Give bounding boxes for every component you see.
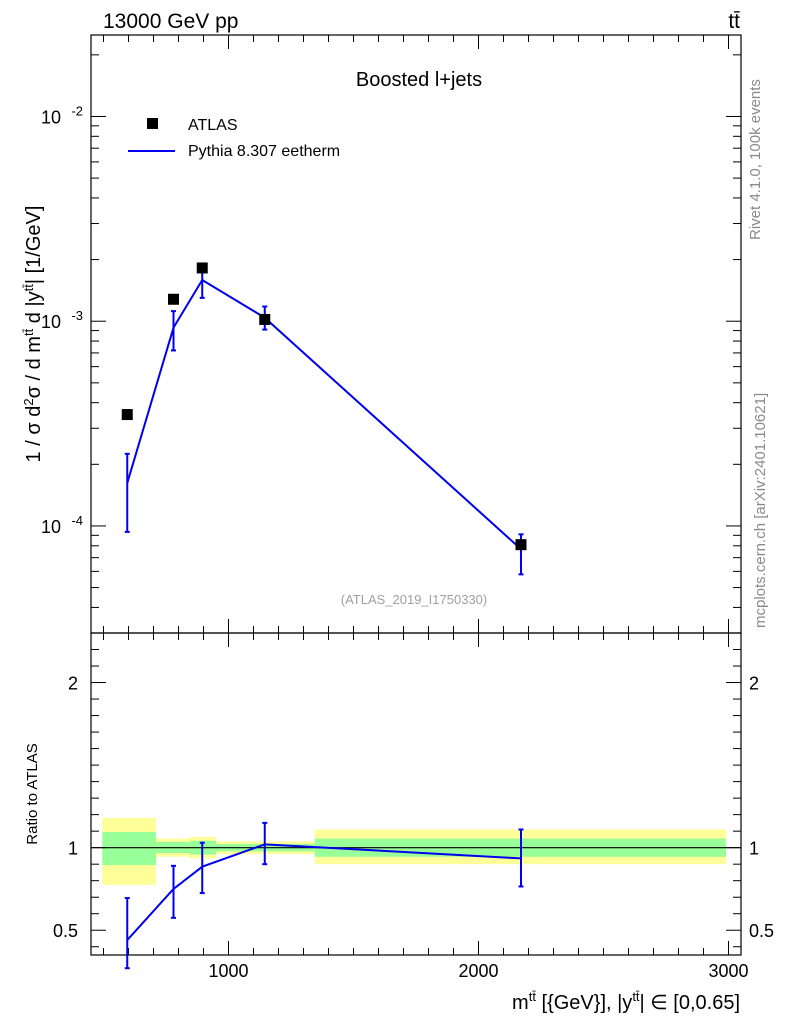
main-y-axis-label: 1 / σ d2σ / d mtt̄ d |ytt̄| [1/GeV] [21, 206, 45, 463]
ratio-data-layer [124, 821, 524, 970]
mcplots-label: mcplots.cern.ch [arXiv:2401.10621] [752, 393, 769, 628]
ratio-y-tick-label: 2 [68, 674, 78, 694]
ratio-y-tick-label-right: 1 [749, 839, 759, 859]
ratio-uncertainty-bands [102, 817, 726, 885]
ratio-y-tick-label-right: 2 [749, 674, 759, 694]
main-plot-panel: 10-4 10-3 10-2 Boosted l+jets (ATLAS_2019_… [21, 34, 742, 634]
ratio-mc-line [126, 843, 522, 941]
ratio-y-tick-label: 1 [68, 839, 78, 859]
atlas-data-point [196, 262, 208, 274]
analysis-watermark: (ATLAS_2019_I1750330) [341, 592, 487, 607]
x-axis-label: mtt̄ [{GeV}], |ytt̄| ∈ [0,0.65] [512, 989, 740, 1014]
rivet-label: Rivet 4.1.0, 100k events [747, 79, 764, 240]
plot-title: Boosted l+jets [356, 69, 482, 91]
ratio-plot-frame [90, 632, 742, 956]
main-axes-ticks: 10-4 10-3 10-2 [41, 35, 741, 634]
process-label: tt̄ [728, 10, 740, 33]
ratio-y-tick-label-right: 0.5 [749, 921, 774, 941]
legend: ATLAS Pythia 8.307 eetherm [128, 117, 340, 160]
energy-label: 13000 GeV pp [103, 10, 238, 33]
ratio-y-tick-label: 0.5 [53, 921, 78, 941]
main-y-tick-label: 10 -4 [41, 513, 83, 537]
main-y-tick-label: 10 -3 [41, 308, 83, 332]
x-tick-label: 3000 [708, 961, 748, 981]
x-tick-label: 2000 [458, 961, 498, 981]
atlas-data-point [168, 293, 179, 305]
legend-atlas-marker [147, 118, 158, 129]
legend-atlas-label: ATLAS [188, 117, 238, 134]
mc-line [126, 278, 522, 550]
ratio-y-axis-label: Ratio to ATLAS [24, 743, 41, 844]
atlas-data-point [121, 409, 133, 421]
atlas-data-point [259, 313, 271, 325]
main-data-layer [121, 262, 527, 576]
atlas-data-point [515, 539, 527, 551]
main-y-tick-label: 10 -2 [41, 103, 83, 127]
x-tick-label: 1000 [208, 961, 248, 981]
ratio-band-inner [102, 831, 156, 866]
legend-pythia-label: Pythia 8.307 eetherm [188, 143, 340, 160]
